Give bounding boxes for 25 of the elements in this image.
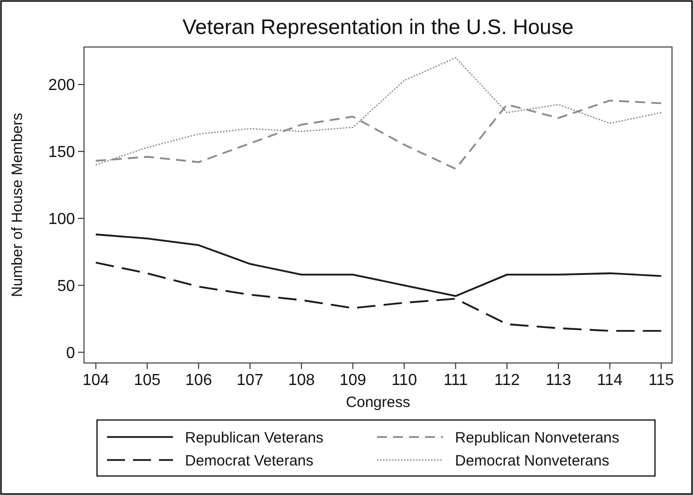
- legend-label: Republican Veterans: [185, 429, 324, 446]
- y-tick-label: 0: [66, 344, 76, 362]
- x-tick-label: 105: [134, 372, 161, 389]
- legend-label: Democrat Nonveterans: [455, 452, 610, 470]
- x-tick-label: 106: [185, 372, 212, 389]
- x-tick-label: 104: [82, 372, 110, 389]
- line-series: [95, 57, 662, 166]
- x-tick-label: 111: [443, 372, 468, 389]
- x-tick-label: 112: [494, 372, 520, 389]
- x-tick-label: 115: [648, 372, 674, 389]
- legend-label: Republican Nonveterans: [455, 429, 620, 446]
- legend-label: Democrat Veterans: [185, 452, 314, 470]
- chart-title: Veteran Representation in the U.S. House: [182, 16, 574, 39]
- x-axis-title: Congress: [346, 394, 410, 411]
- x-tick-label: 107: [236, 372, 264, 389]
- x-tick-label: 113: [546, 372, 572, 389]
- y-tick-label: 100: [48, 210, 76, 228]
- x-tick-label: 110: [391, 372, 418, 389]
- y-tick-label: 150: [48, 144, 76, 162]
- x-tick-label: 109: [339, 372, 366, 389]
- y-axis-title: Number of House Members: [9, 112, 26, 298]
- y-tick-label: 50: [57, 278, 76, 295]
- y-tick-label: 200: [48, 77, 76, 94]
- x-tick-label: 108: [288, 372, 315, 389]
- x-tick-label: 114: [597, 372, 623, 389]
